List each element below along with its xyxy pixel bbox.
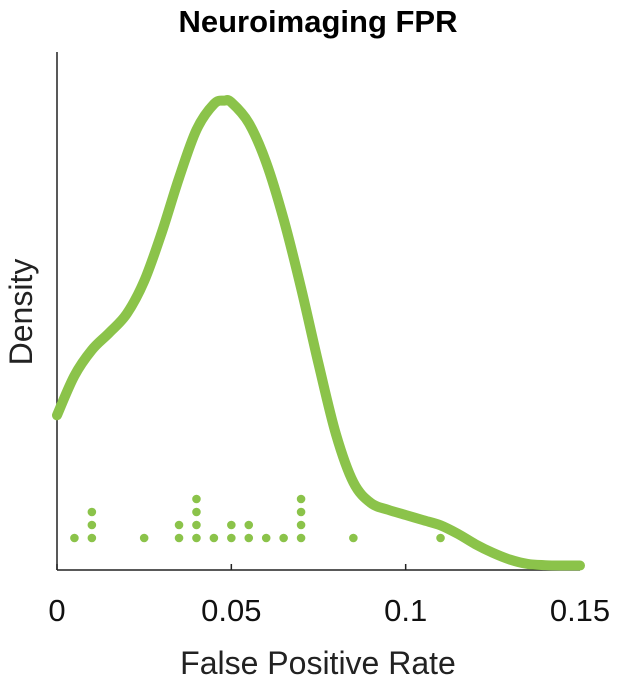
y-axis-label: Density [3, 259, 39, 366]
data-dot [192, 533, 201, 543]
data-dot [296, 533, 306, 543]
x-tick-label: 0 [48, 593, 65, 628]
data-dot [349, 533, 358, 543]
data-dots [70, 494, 445, 543]
data-dot [227, 520, 236, 530]
data-dot [87, 533, 97, 543]
data-dot [261, 533, 271, 543]
data-dot [244, 520, 254, 530]
data-dot [70, 533, 79, 543]
chart-title: Neuroimaging FPR [178, 4, 457, 39]
data-dot [174, 533, 184, 543]
x-tick-label: 0.05 [201, 593, 261, 628]
data-dot [209, 533, 219, 543]
x-ticks [56, 564, 581, 570]
data-dot [139, 533, 149, 543]
density-curve [52, 95, 585, 571]
data-dot [244, 533, 254, 543]
data-dot [192, 494, 201, 504]
data-dot [174, 520, 184, 530]
data-dot [87, 507, 97, 517]
data-dot [192, 520, 201, 530]
data-dot [296, 507, 306, 517]
data-dot [279, 533, 288, 543]
x-tick-label: 0.15 [550, 593, 610, 628]
data-dot [227, 533, 236, 543]
data-dot [296, 520, 306, 530]
data-dot [296, 494, 306, 504]
data-dot [436, 533, 445, 543]
x-tick-label: 0.1 [384, 593, 427, 628]
x-axis-label: False Positive Rate [180, 645, 456, 681]
x-tick-labels: 0 0.05 0.1 0.15 [48, 593, 610, 628]
data-dot [87, 520, 97, 530]
data-dot [192, 507, 201, 517]
